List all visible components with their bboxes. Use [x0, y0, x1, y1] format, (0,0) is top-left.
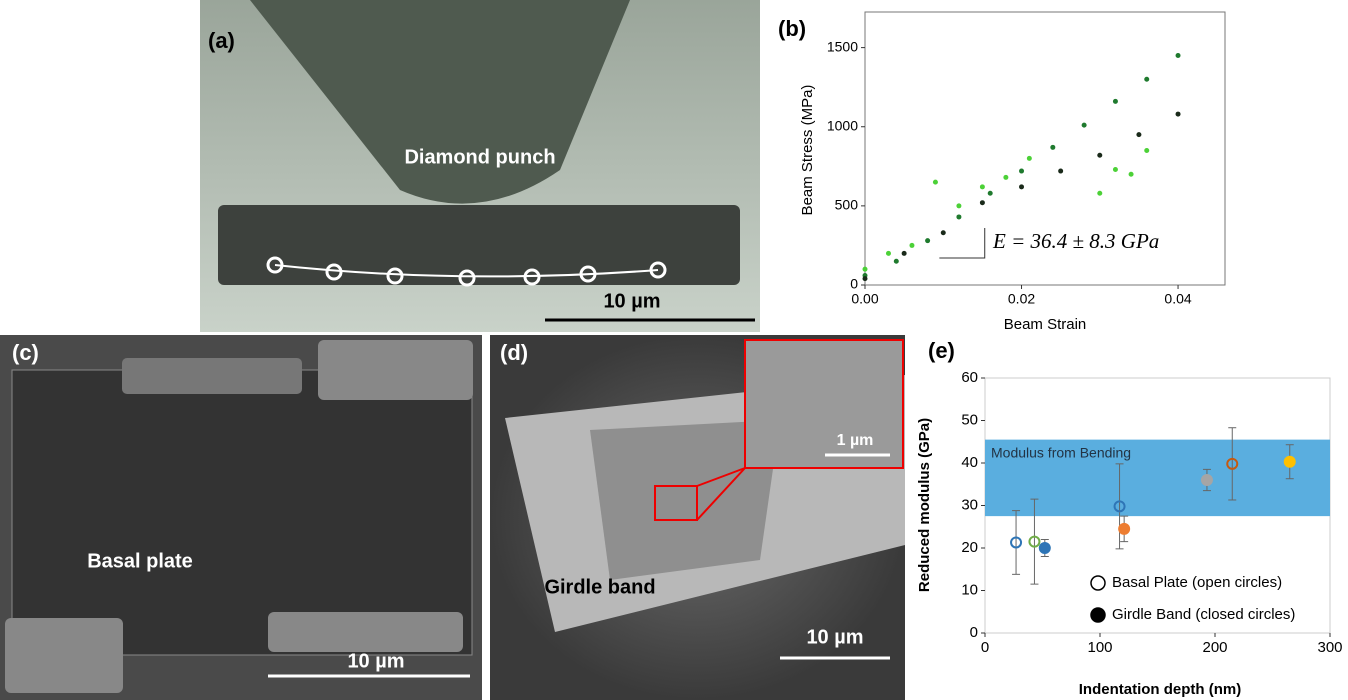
point — [1113, 167, 1118, 172]
slope-bracket — [939, 228, 984, 258]
point — [1019, 184, 1024, 189]
figure: (a) Diamond punch 10 µm (c) Basal plate … — [0, 0, 1348, 700]
x-tick-label: 300 — [1317, 639, 1342, 656]
y-tick-label: 40 — [961, 454, 978, 471]
point — [925, 238, 930, 243]
y-tick-label: 30 — [961, 496, 978, 513]
point — [1019, 169, 1024, 174]
point — [1113, 99, 1118, 104]
y-tick-label: 1500 — [827, 38, 858, 54]
block — [318, 340, 473, 400]
point — [941, 230, 946, 235]
caption: Girdle band — [544, 576, 655, 598]
point — [1202, 475, 1212, 485]
block — [122, 358, 302, 394]
point — [1097, 153, 1102, 158]
point — [1136, 132, 1141, 137]
legend-marker — [1091, 608, 1105, 622]
x-tick-label: 0.00 — [851, 291, 878, 307]
y-tick-label: 20 — [961, 539, 978, 556]
point — [980, 184, 985, 189]
point — [902, 251, 907, 256]
panel-label: (b) — [778, 16, 806, 41]
y-tick-label: 1000 — [827, 117, 858, 133]
point — [863, 276, 868, 281]
legend-label: Girdle Band (closed circles) — [1112, 606, 1295, 623]
legend-marker — [1091, 576, 1105, 590]
point — [1119, 524, 1129, 534]
band-label: Modulus from Bending — [991, 444, 1131, 460]
panel-label: (e) — [928, 338, 955, 363]
x-tick-label: 0.04 — [1164, 291, 1191, 307]
scale-label: 10 µm — [347, 650, 404, 672]
y-tick-label: 10 — [961, 581, 978, 598]
y-axis-label: Beam Stress (MPa) — [799, 85, 816, 216]
point — [1011, 537, 1021, 547]
block — [5, 618, 123, 693]
point — [1040, 543, 1050, 553]
point — [1176, 53, 1181, 58]
point — [988, 191, 993, 196]
x-tick-label: 200 — [1202, 639, 1227, 656]
panel-label: (c) — [12, 340, 39, 365]
page: {"panels": { "a": {"label": "(a)", "capt… — [0, 0, 1348, 700]
caption: Diamond punch — [404, 146, 555, 168]
point — [1227, 459, 1237, 469]
block — [268, 612, 463, 652]
point — [1029, 537, 1039, 547]
point — [894, 259, 899, 264]
point — [956, 203, 961, 208]
point — [909, 243, 914, 248]
inset — [745, 340, 903, 468]
scale-label: 10 µm — [603, 290, 660, 312]
y-tick-label: 50 — [961, 411, 978, 428]
scale-label: 10 µm — [806, 626, 863, 648]
point — [956, 214, 961, 219]
point — [1027, 156, 1032, 161]
panel-d: (d) Girdle band 1 µm 10 µm — [490, 335, 905, 700]
x-tick-label: 0.02 — [1008, 291, 1035, 307]
x-tick-label: 100 — [1087, 639, 1112, 656]
point — [1176, 112, 1181, 117]
point — [980, 200, 985, 205]
point — [886, 251, 891, 256]
point — [1115, 501, 1125, 511]
panel-c: (c) Basal plate 10 µm — [0, 335, 482, 700]
x-tick-label: 0 — [981, 639, 989, 656]
point — [863, 267, 868, 272]
panel-label: (d) — [500, 340, 528, 365]
point — [1144, 77, 1149, 82]
point — [1144, 148, 1149, 153]
inset-scale-label: 1 µm — [837, 432, 874, 449]
point — [1003, 175, 1008, 180]
x-axis-label: Indentation depth (nm) — [1079, 681, 1241, 698]
point — [1082, 123, 1087, 128]
y-tick-label: 500 — [835, 197, 859, 213]
point — [933, 180, 938, 185]
legend-label: Basal Plate (open circles) — [1112, 574, 1282, 591]
annotation: E = 36.4 ± 8.3 GPa — [992, 229, 1159, 253]
beam — [218, 205, 740, 285]
caption: Basal plate — [87, 550, 193, 572]
y-tick-label: 0 — [850, 276, 858, 292]
point — [1058, 169, 1063, 174]
point — [1285, 457, 1295, 467]
point — [1129, 172, 1134, 177]
y-tick-label: 0 — [970, 624, 978, 641]
point — [1050, 145, 1055, 150]
panel-label: (a) — [208, 28, 235, 53]
point — [1097, 191, 1102, 196]
panel-a: (a) Diamond punch 10 µm — [200, 0, 760, 332]
y-axis-label: Reduced modulus (GPa) — [916, 418, 933, 592]
y-tick-label: 60 — [961, 369, 978, 386]
x-axis-label: Beam Strain — [1004, 316, 1087, 333]
